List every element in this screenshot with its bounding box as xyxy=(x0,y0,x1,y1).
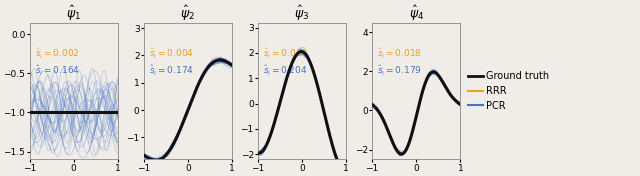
Text: $\hat{s}_i = 0.002$: $\hat{s}_i = 0.002$ xyxy=(35,47,79,61)
Text: $\hat{s}_i = 0.018$: $\hat{s}_i = 0.018$ xyxy=(378,47,422,61)
Title: $\hat{\psi}_4$: $\hat{\psi}_4$ xyxy=(408,4,424,23)
Legend: Ground truth, RRR, PCR: Ground truth, RRR, PCR xyxy=(468,71,550,111)
Text: $\hat{s}_i = 0.004$: $\hat{s}_i = 0.004$ xyxy=(149,47,194,61)
Text: $\hat{s}_i = 0.179$: $\hat{s}_i = 0.179$ xyxy=(378,64,422,78)
Title: $\hat{\psi}_1$: $\hat{\psi}_1$ xyxy=(66,4,81,23)
Text: $\hat{s}_i = 0.010$: $\hat{s}_i = 0.010$ xyxy=(263,47,308,61)
Title: $\hat{\psi}_3$: $\hat{\psi}_3$ xyxy=(294,4,310,23)
Text: $\hat{s}_i = 0.174$: $\hat{s}_i = 0.174$ xyxy=(149,64,194,78)
Text: $\hat{s}_i = 0.164$: $\hat{s}_i = 0.164$ xyxy=(35,64,80,78)
Text: $\hat{s}_i = 0.204$: $\hat{s}_i = 0.204$ xyxy=(263,64,308,78)
Title: $\hat{\psi}_2$: $\hat{\psi}_2$ xyxy=(180,4,195,23)
